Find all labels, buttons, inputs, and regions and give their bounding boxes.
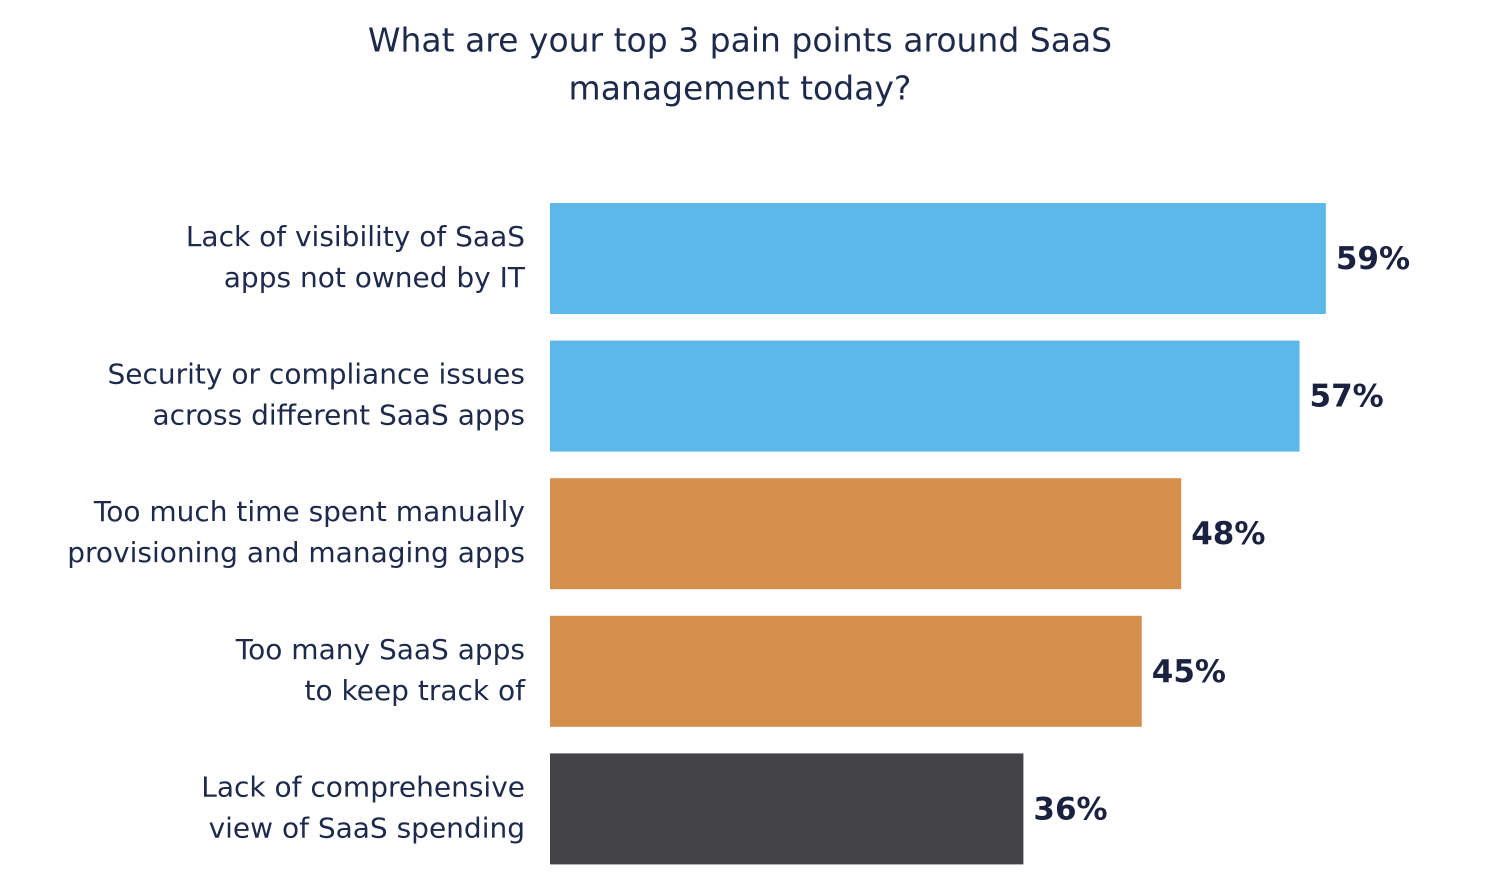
category-label: Lack of comprehensive [201, 770, 525, 803]
category-label: to keep track of [305, 674, 527, 707]
category-label: Too much time spent manually [93, 495, 525, 528]
value-label: 57% [1310, 379, 1384, 415]
category-label: apps not owned by IT [224, 261, 526, 294]
category-label: Lack of visibility of SaaS [186, 220, 525, 253]
category-label: view of SaaS spending [209, 811, 525, 844]
category-label: Security or compliance issues [108, 358, 526, 391]
bar [550, 615, 1142, 727]
value-label: 59% [1336, 241, 1410, 277]
bar [550, 340, 1300, 452]
value-label: 45% [1152, 654, 1226, 690]
bar [550, 203, 1326, 314]
value-label: 48% [1191, 516, 1265, 552]
chart-title: management today? [569, 69, 912, 108]
value-label: 36% [1033, 791, 1107, 827]
chart-title: What are your top 3 pain points around S… [368, 21, 1112, 60]
bar [550, 478, 1182, 590]
category-label: across different SaaS apps [152, 399, 525, 432]
category-label: Too many SaaS apps [235, 633, 525, 666]
bar [550, 753, 1024, 865]
category-label: provisioning and managing apps [67, 536, 525, 569]
